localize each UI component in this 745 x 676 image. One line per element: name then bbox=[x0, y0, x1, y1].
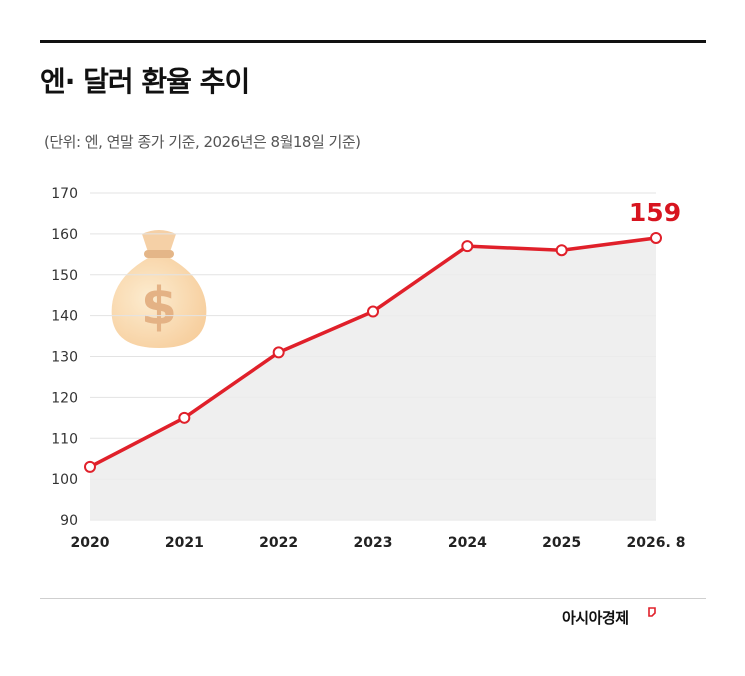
x-tick-label: 2021 bbox=[165, 535, 204, 551]
y-tick-label: 90 bbox=[60, 513, 78, 529]
data-point bbox=[272, 346, 285, 359]
y-tick-label: 100 bbox=[51, 472, 78, 488]
data-point bbox=[555, 244, 568, 257]
x-tick-label: 2023 bbox=[354, 535, 393, 551]
brand-logo: 아시아경제 bbox=[562, 609, 629, 627]
data-point bbox=[178, 411, 191, 424]
area-fill bbox=[90, 237, 656, 520]
chart-title: 엔· 달러 환율 추이 bbox=[40, 65, 250, 98]
svg-text:$: $ bbox=[141, 277, 177, 337]
chart-subtitle: (단위: 엔, 연말 종가 기준, 2026년은 8월18일 기준) bbox=[44, 133, 361, 151]
y-tick-label: 110 bbox=[51, 431, 78, 447]
data-point bbox=[84, 460, 96, 473]
x-tick-label: 2024 bbox=[448, 535, 487, 551]
x-tick-label: 2026. 8 bbox=[627, 535, 686, 551]
bottom-rule bbox=[40, 598, 706, 599]
money-bag-icon: $ bbox=[111, 230, 207, 348]
y-tick-label: 170 bbox=[51, 186, 78, 202]
x-tick-label: 2022 bbox=[259, 535, 298, 551]
y-tick-label: 120 bbox=[51, 390, 78, 406]
y-tick-label: 160 bbox=[51, 227, 78, 243]
highlight-value-label: 159 bbox=[629, 198, 681, 227]
x-tick-label: 2025 bbox=[542, 535, 581, 551]
data-point bbox=[367, 305, 379, 318]
top-rule bbox=[40, 40, 706, 43]
x-tick-label: 2020 bbox=[71, 535, 110, 551]
brand-mark-icon bbox=[648, 607, 656, 617]
y-tick-label: 140 bbox=[51, 309, 78, 325]
data-point bbox=[650, 231, 662, 244]
y-tick-label: 130 bbox=[51, 350, 78, 366]
y-tick-label: 150 bbox=[51, 268, 78, 284]
data-point bbox=[461, 240, 474, 253]
